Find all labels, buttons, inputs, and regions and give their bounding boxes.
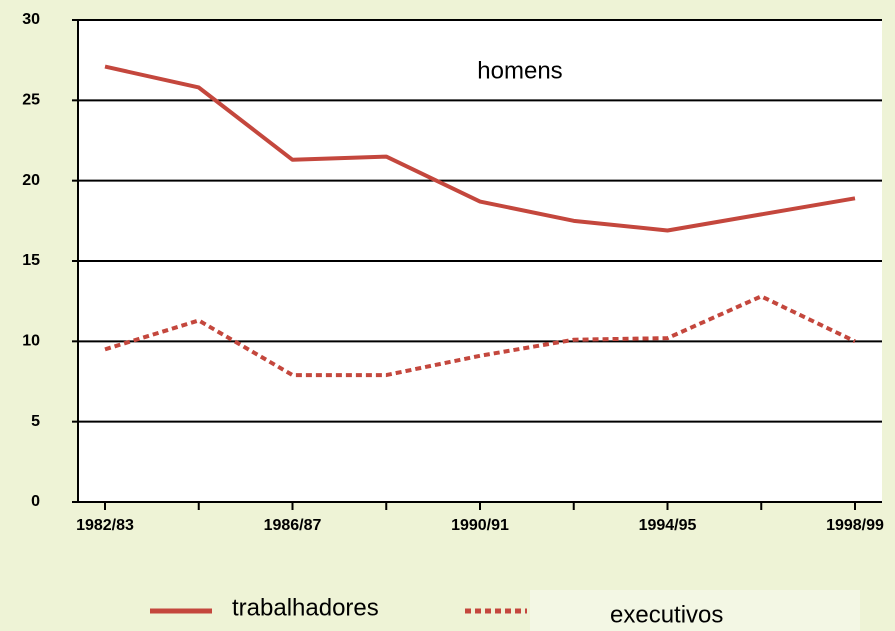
y-tick-label: 5	[31, 413, 40, 430]
series-line	[104, 64, 856, 233]
legend-label: executivos	[610, 601, 723, 628]
y-tick-label: 20	[22, 172, 40, 189]
x-tick-label: 1994/95	[639, 517, 697, 534]
y-tick-label: 0	[31, 493, 40, 510]
legend-label: trabalhadores	[232, 594, 379, 621]
x-tick-label: 1990/91	[451, 517, 509, 534]
y-tick-label: 25	[22, 92, 40, 109]
y-tick-label: 15	[22, 252, 40, 269]
series-line	[104, 294, 856, 378]
legend-box	[530, 590, 860, 631]
x-tick-label: 1982/83	[76, 517, 134, 534]
y-tick-label: 30	[22, 11, 40, 28]
annotation: homens	[477, 57, 562, 84]
x-tick-label: 1998/99	[826, 517, 884, 534]
x-tick-label: 1986/87	[264, 517, 322, 534]
y-tick-label: 10	[22, 333, 40, 350]
